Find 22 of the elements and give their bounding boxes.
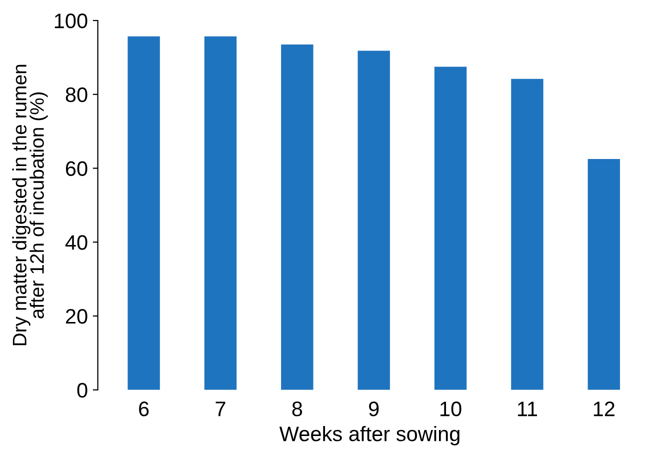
y-tick-label: 0 xyxy=(77,382,88,398)
x-tick-label: 8 xyxy=(292,402,302,416)
x-tick-label: 7 xyxy=(216,402,226,416)
bar xyxy=(434,66,467,390)
x-tick-label: 10 xyxy=(440,402,462,416)
bar xyxy=(588,159,620,390)
y-tick-label: 100 xyxy=(54,14,88,28)
x-tick-label: 11 xyxy=(518,402,538,416)
bar xyxy=(281,44,314,390)
x-tick-label: 9 xyxy=(369,402,379,416)
bar xyxy=(511,78,544,390)
y-axis-title: Dry matter digested in the rumen after 12h of incubation (%) xyxy=(12,64,48,346)
bar xyxy=(204,36,237,390)
x-tick-label: 12 xyxy=(594,402,614,416)
x-tick-label: 6 xyxy=(139,402,149,416)
bar xyxy=(128,36,160,390)
y-tick-label: 80 xyxy=(66,87,88,102)
x-axis-title: Weeks after sowing xyxy=(279,426,460,446)
bar xyxy=(358,50,390,390)
y-tick-label: 40 xyxy=(65,235,88,250)
y-tick-label: 60 xyxy=(66,161,88,176)
y-tick-label: 20 xyxy=(66,309,88,324)
